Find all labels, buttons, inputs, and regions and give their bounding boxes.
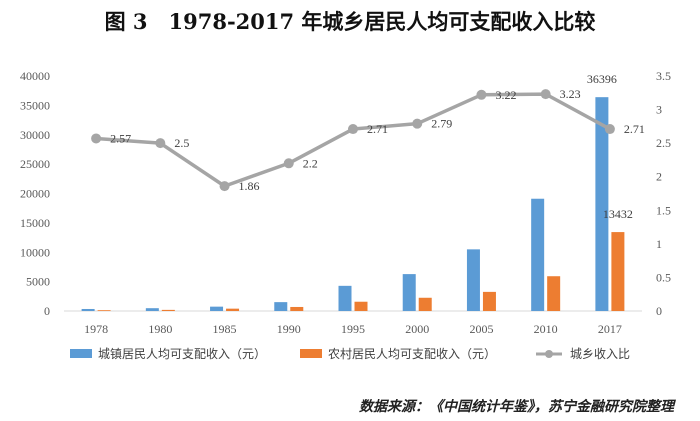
y-left-tick-label: 40000 [20,69,50,83]
urban-income-bar [145,308,159,311]
income-comparison-chart: 0500010000150002000025000300003500040000… [20,69,671,361]
income-ratio-point [348,124,358,135]
x-tick-label: 2017 [598,322,622,336]
income-ratio-point [604,124,615,135]
urban-income-data-label: 36396 [587,72,617,86]
rural-income-bar [226,308,240,311]
y-right-tick-label: 2 [656,170,662,184]
income-ratio-data-label: 2.2 [303,156,318,170]
y-left-tick-label: 20000 [20,187,50,201]
legend-rural-label: 农村居民人均可支配收入（元） [328,347,496,361]
chart-title: 图 3 1978-2017 年城乡居民人均可支配收入比较 [104,9,596,34]
y-right-tick-label: 3 [656,103,662,117]
income-ratio-point [283,158,294,169]
x-tick-label: 1985 [213,322,237,336]
legend-ratio-label: 城乡收入比 [570,347,630,361]
y-right-tick-label: 3.5 [656,69,671,83]
income-ratio-point [219,181,230,192]
urban-income-bar [210,306,224,311]
rural-income-bar [418,297,432,311]
x-tick-label: 1995 [341,322,365,336]
rural-income-bar [482,291,496,311]
y-left-tick-label: 5000 [26,275,50,289]
y-left-tick-label: 35000 [20,98,50,112]
x-tick-label: 2005 [469,322,493,336]
rural-income-bar [97,310,111,311]
income-ratio-point [412,118,423,129]
income-ratio-line [95,92,611,188]
y-right-tick-label: 1.5 [656,203,671,217]
urban-income-bar [466,249,480,311]
legend-ratio-swatch-marker [545,350,553,358]
y-left-tick-label: 30000 [20,128,50,142]
y-right-tick-label: 0 [656,304,662,318]
y-left-tick-label: 0 [44,304,50,318]
urban-income-bar [595,97,609,312]
legend-urban-swatch [70,349,92,358]
legend-rural-swatch [300,349,322,358]
rural-income-data-label: 13432 [603,207,633,221]
income-ratio-data-label: 2.5 [174,136,189,150]
y-left-tick-label: 10000 [20,245,50,259]
income-ratio-data-label: 1.86 [239,179,260,193]
income-ratio-point [476,89,487,100]
rural-income-bar [161,309,175,311]
urban-income-bar [402,274,416,311]
x-tick-label: 1990 [277,322,301,336]
urban-income-bar [274,302,288,311]
income-ratio-data-label: 2.79 [431,117,452,131]
x-tick-label: 1978 [84,322,108,336]
urban-income-bar [531,198,545,311]
urban-income-bar [338,285,352,311]
x-tick-label: 2000 [405,322,429,336]
urban-income-bar [81,308,95,311]
source-note: 数据来源：《中国统计年鉴》，苏宁金融研究院整理 [359,399,674,415]
y-right-tick-label: 1 [656,237,662,251]
x-tick-label: 1980 [148,322,172,336]
income-ratio-point [540,89,551,100]
income-ratio-point [155,138,166,149]
rural-income-bar [290,306,304,311]
rural-income-bar [547,276,561,311]
y-left-tick-label: 15000 [20,216,50,230]
income-ratio-data-label: 3.23 [560,87,581,101]
legend-urban-label: 城镇居民人均可支配收入（元） [98,347,266,361]
y-right-tick-label: 0.5 [656,270,671,284]
y-left-tick-label: 25000 [20,157,50,171]
income-ratio-data-label: 2.71 [624,122,645,136]
income-ratio-point [91,133,102,144]
rural-income-bar [354,301,368,311]
income-ratio-data-label: 2.57 [110,131,131,145]
y-right-tick-label: 2.5 [656,136,671,150]
income-ratio-data-label: 3.22 [495,88,516,102]
income-ratio-data-label: 2.71 [367,122,388,136]
x-tick-label: 2010 [534,322,558,336]
rural-income-bar [611,232,625,311]
